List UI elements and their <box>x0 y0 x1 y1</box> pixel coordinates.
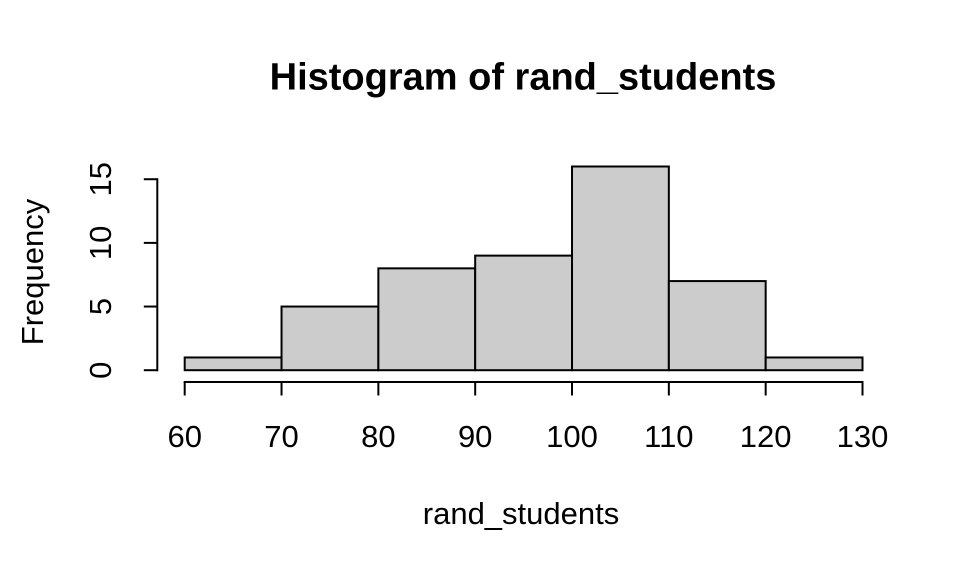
chart-title: Histogram of rand_students <box>269 56 777 99</box>
x-tick-label: 100 <box>546 419 598 454</box>
histogram-bar <box>183 356 283 372</box>
x-tick-label: 70 <box>264 419 298 454</box>
x-tick-label: 120 <box>740 419 792 454</box>
histogram-bar <box>571 165 670 372</box>
histogram-bar <box>474 254 574 372</box>
y-tick-label: 15 <box>83 162 118 196</box>
histogram-bar <box>280 305 380 372</box>
histogram-bar <box>377 267 477 372</box>
y-tick-label: 5 <box>83 298 118 315</box>
y-tick-label: 10 <box>83 226 118 260</box>
x-tick-label: 80 <box>361 419 395 454</box>
histogram-bar <box>667 280 767 372</box>
x-tick-label: 130 <box>837 419 889 454</box>
histogram-bar <box>764 356 864 372</box>
y-tick-label: 0 <box>83 362 118 379</box>
x-tick-label: 90 <box>458 419 492 454</box>
x-tick-label: 60 <box>167 419 201 454</box>
x-axis-label: rand_students <box>422 496 620 531</box>
x-tick-label: 110 <box>644 419 693 454</box>
y-axis-label: Frequency <box>15 198 50 346</box>
